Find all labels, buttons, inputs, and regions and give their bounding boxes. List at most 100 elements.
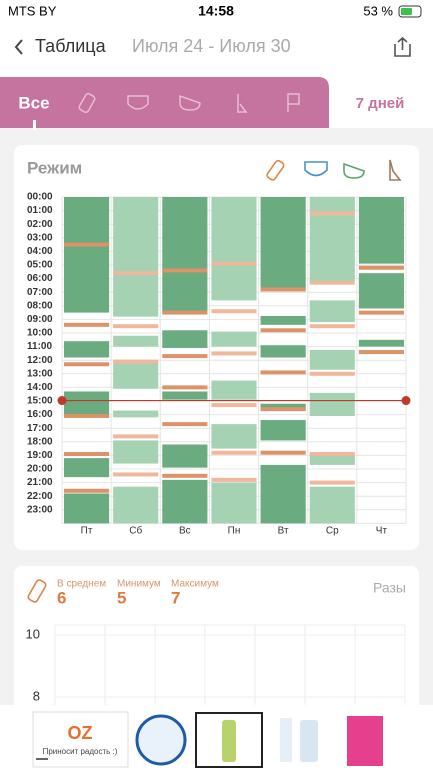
sleep-block	[260, 403, 306, 411]
day-label: Сб	[129, 525, 142, 537]
sleep-block	[113, 410, 159, 418]
sleep-block	[113, 197, 159, 317]
feeding-mark	[162, 268, 208, 273]
hour-label: 20:00	[27, 464, 53, 475]
ad-tile[interactable]	[32, 711, 129, 768]
sleep-block	[358, 339, 404, 347]
max-value: 7	[171, 588, 180, 607]
feeding-mark	[113, 434, 159, 439]
feeding-mark	[162, 385, 208, 390]
sleep-block	[162, 391, 208, 400]
period-selector[interactable]: 7 дней	[356, 95, 405, 112]
sleep-block	[260, 197, 306, 289]
sleep-block	[64, 493, 110, 524]
feeding-mark	[64, 242, 110, 247]
hour-label: 19:00	[27, 450, 53, 461]
sleep-block	[64, 341, 110, 358]
now-dot	[401, 396, 411, 406]
day-label: Ср	[326, 526, 339, 537]
ad-product[interactable]	[135, 714, 187, 766]
feeding-mark	[211, 309, 257, 314]
date-range[interactable]: Июля 24 - Июля 30	[132, 36, 291, 56]
hour-label: 16:00	[27, 409, 53, 420]
min-label: Минимум	[117, 579, 161, 590]
tab-all[interactable]: Все	[18, 93, 49, 112]
feeding-mark	[64, 488, 110, 493]
tab-bath[interactable]	[179, 94, 201, 111]
sleep-block	[309, 300, 355, 323]
sleep-block	[260, 420, 306, 441]
hour-label: 18:00	[27, 436, 53, 447]
feeding-mark	[260, 407, 306, 412]
sleep-block	[358, 273, 404, 309]
sleep-block	[211, 331, 257, 347]
day-label: Чт	[376, 526, 388, 537]
hour-label: 04:00	[27, 246, 53, 257]
feeding-mark	[113, 359, 159, 364]
tab-diaper[interactable]	[127, 95, 149, 110]
hour-label: 23:00	[27, 504, 53, 515]
filter-feeding[interactable]	[266, 159, 285, 182]
hour-label: 05:00	[27, 260, 53, 271]
ad-logo: OZ	[68, 723, 93, 743]
day-label: Пн	[228, 526, 241, 537]
feeding-mark	[358, 350, 404, 355]
feeding-mark	[260, 328, 306, 333]
tab-potty[interactable]	[237, 94, 248, 113]
feeding-mark	[64, 452, 110, 457]
day-label: Вс	[179, 526, 191, 537]
tab-bar	[0, 77, 329, 128]
ad-product-image	[222, 720, 236, 762]
y-tick-label: 8	[33, 688, 40, 703]
feeding-mark	[260, 450, 306, 455]
stats-card	[14, 566, 419, 716]
feeding-mark	[162, 310, 208, 315]
sleep-block	[309, 455, 355, 465]
hour-label: 03:00	[27, 232, 53, 243]
sleep-block	[211, 482, 257, 524]
sleep-block	[211, 197, 257, 301]
day-label: Пт	[81, 526, 93, 537]
hour-label: 07:00	[27, 287, 53, 298]
hour-label: 14:00	[27, 382, 53, 393]
filter-diaper[interactable]	[304, 161, 328, 177]
feeding-mark	[162, 422, 208, 427]
feeding-mark	[211, 477, 257, 482]
tab-indicator	[33, 120, 36, 130]
sleep-block	[211, 380, 257, 400]
back-icon[interactable]	[14, 39, 23, 55]
sleep-block	[64, 458, 110, 478]
share-icon[interactable]	[394, 36, 411, 57]
sleep-block	[113, 335, 159, 347]
sleep-block	[162, 197, 208, 312]
day-label: Вт	[278, 526, 289, 537]
hour-label: 13:00	[27, 368, 53, 379]
sleep-block	[64, 391, 110, 415]
feeding-mark	[260, 287, 306, 292]
feeding-mark	[113, 271, 159, 276]
unit-toggle[interactable]: Разы	[373, 580, 406, 596]
hour-label: 06:00	[27, 273, 53, 284]
carrier: MTS BY	[8, 3, 57, 18]
ad-caption: Приносит радость :)	[43, 747, 118, 756]
ad-handle	[36, 758, 48, 760]
tab-flag[interactable]	[287, 93, 300, 112]
hour-label: 02:00	[27, 219, 53, 230]
feeding-mark	[309, 324, 355, 329]
ad-product[interactable]	[280, 718, 292, 762]
filter-bath[interactable]	[343, 162, 365, 179]
ad-product[interactable]	[347, 716, 383, 766]
y-tick-label: 10	[26, 626, 40, 641]
tab-feeding[interactable]	[78, 93, 96, 114]
stats-icon	[27, 579, 47, 603]
feeding-mark	[309, 452, 355, 457]
sleep-block	[309, 486, 355, 524]
clock: 14:58	[198, 3, 234, 19]
filter-potty[interactable]	[389, 159, 402, 181]
feeding-mark	[211, 261, 257, 266]
max-label: Максимум	[171, 579, 219, 590]
back-button[interactable]: Таблица	[35, 36, 107, 56]
feeding-mark	[260, 370, 306, 375]
sleep-block	[113, 362, 159, 389]
